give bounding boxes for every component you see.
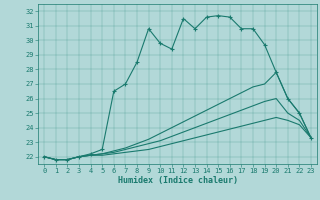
X-axis label: Humidex (Indice chaleur): Humidex (Indice chaleur) bbox=[118, 176, 238, 185]
